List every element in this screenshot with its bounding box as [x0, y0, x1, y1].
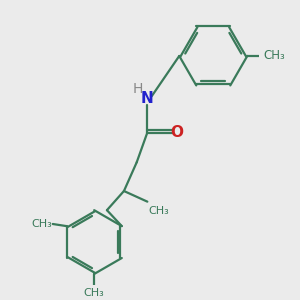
Text: CH₃: CH₃	[84, 288, 104, 298]
Text: CH₃: CH₃	[263, 50, 285, 62]
Text: CH₃: CH₃	[31, 219, 52, 229]
Text: CH₃: CH₃	[148, 206, 169, 216]
Text: O: O	[171, 125, 184, 140]
Text: N: N	[141, 91, 154, 106]
Text: H: H	[133, 82, 143, 96]
